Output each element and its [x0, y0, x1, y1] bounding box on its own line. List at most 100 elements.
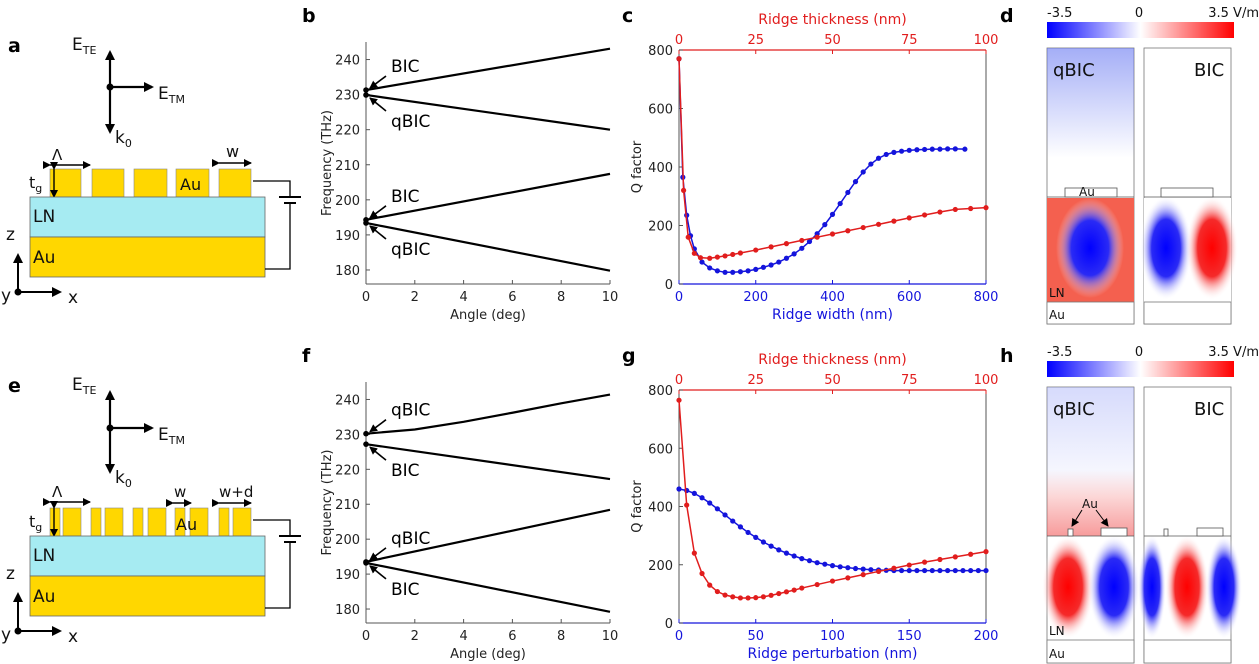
e-te-sub: TE — [82, 384, 97, 397]
data-point-blue — [737, 269, 744, 275]
data-point-blue — [760, 539, 767, 545]
x2-tick-label: 100 — [974, 373, 999, 388]
au-ridge — [49, 507, 61, 537]
data-point-blue — [922, 567, 928, 574]
colorbar-min: -3.5 — [1047, 345, 1072, 360]
qbic-map-label: qBIC — [1053, 60, 1095, 81]
y-tick-label: 0 — [665, 617, 673, 632]
au-map-label: Au — [1079, 185, 1095, 199]
series-line-upper-1 — [365, 47, 611, 92]
data-point-blue — [852, 565, 859, 572]
data-point-red — [829, 578, 836, 584]
data-point-red — [745, 595, 751, 601]
y-tick-label: 200 — [335, 194, 360, 209]
data-point-blue — [891, 149, 897, 155]
au-ridge — [133, 168, 168, 198]
chart-g: 0 50 100 150 200 0 25 50 75 100 0 200 400 600 800 Ridge… — [630, 352, 998, 662]
data-point-blue — [898, 567, 905, 574]
axis-y-label: y — [1, 625, 11, 645]
panel-label-c: c — [622, 5, 633, 27]
data-point-red — [722, 592, 728, 598]
x2-tick-label: 0 — [675, 373, 683, 388]
data-point-blue — [806, 238, 813, 245]
data-point-red — [753, 595, 759, 601]
x2-tick-label: 75 — [901, 373, 918, 388]
y-tick-label: 200 — [648, 220, 673, 235]
x2-tick-label: 0 — [675, 33, 683, 48]
annotation-arrow — [369, 547, 387, 561]
x-tick-label: 8 — [557, 629, 565, 644]
data-point-blue — [791, 251, 797, 257]
data-point-blue — [883, 151, 889, 158]
data-point-blue — [737, 524, 744, 530]
ln-map-label: LN — [1049, 624, 1065, 638]
data-point-blue — [814, 560, 820, 566]
data-point-red — [937, 556, 943, 563]
data-point-red — [691, 250, 697, 256]
chart-f: 0 2 4 6 8 10 180 190 200 210 220 230 240 Angle (deg) F… — [320, 382, 618, 662]
y-tick-label: 220 — [335, 463, 360, 478]
data-point-blue — [952, 146, 958, 152]
x-tick-label: 100 — [820, 629, 845, 644]
data-point-blue — [722, 269, 728, 275]
x-tick-label: 50 — [747, 629, 764, 644]
annotation-arrow — [369, 97, 387, 112]
data-point-blue — [960, 567, 966, 574]
colorbar-min: -3.5 — [1047, 6, 1072, 21]
ridge-au-label: Au — [180, 175, 201, 194]
panel-label-d: d — [1000, 5, 1014, 27]
axis-x-label: x — [68, 288, 78, 308]
x-tick-label: 0 — [675, 629, 683, 644]
ln-label: LN — [33, 546, 55, 566]
series-line-lower-1 — [365, 172, 611, 221]
k0-label: k — [115, 128, 125, 148]
y-tick-label: 180 — [335, 264, 360, 279]
y-tick-label: 0 — [665, 278, 673, 293]
svg-text:tg: tg — [29, 512, 42, 534]
x-tick-label: 200 — [743, 290, 768, 305]
annotation-label: BIC — [391, 187, 420, 207]
data-point-blue — [845, 565, 851, 571]
data-point-red — [783, 589, 790, 595]
au-ridge-outline — [1064, 187, 1118, 198]
data-point-red — [676, 56, 682, 62]
series-line-lower-2 — [365, 221, 611, 272]
data-point-blue — [868, 161, 874, 167]
y-tick-label: 230 — [335, 428, 360, 443]
e-te-label: E — [72, 35, 83, 55]
svg-text:ETM: ETM — [158, 84, 185, 106]
data-point-red — [737, 250, 744, 256]
data-point-red — [875, 568, 882, 575]
series-start-point — [363, 441, 369, 447]
x-axis-label: Ridge perturbation (nm) — [748, 646, 918, 662]
colorbar-max: 3.5 V/m — [1208, 345, 1259, 360]
field-map-bic: BIC — [1138, 386, 1242, 664]
panel-label-h: h — [1000, 345, 1014, 367]
data-point-blue — [837, 564, 843, 570]
data-point-red — [676, 397, 682, 403]
data-point-red — [753, 247, 759, 253]
annotation-arrow — [369, 225, 387, 240]
au-ridge-outline — [1196, 527, 1224, 537]
data-point-blue — [745, 529, 751, 536]
svg-text:ETE: ETE — [72, 375, 96, 397]
x-tick-label: 2 — [411, 629, 419, 644]
au-map-label: Au — [1082, 497, 1098, 511]
data-point-blue — [799, 556, 805, 562]
panel-label-e: e — [8, 375, 21, 397]
axis-x-label: x — [68, 627, 78, 647]
au-ridge-outline — [1100, 527, 1128, 537]
data-point-red — [760, 594, 767, 600]
data-point-blue — [860, 566, 866, 572]
series-line-red — [678, 58, 987, 260]
y-tick-label: 800 — [648, 384, 673, 399]
data-point-blue — [822, 561, 828, 567]
data-point-red — [783, 241, 790, 247]
colorbar-mid: 0 — [1135, 345, 1143, 360]
data-point-red — [685, 234, 691, 240]
x2-tick-label: 25 — [747, 33, 764, 48]
x-tick-label: 800 — [974, 290, 999, 305]
data-point-red — [983, 549, 989, 555]
x2-axis-label: Ridge thickness (nm) — [758, 12, 906, 28]
